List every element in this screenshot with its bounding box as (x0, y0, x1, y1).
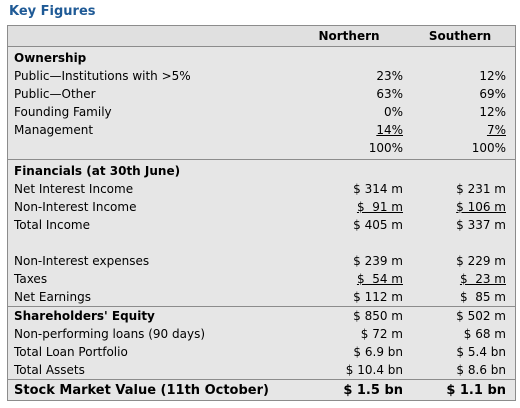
equity-heading: Shareholders' Equity (14, 309, 155, 323)
southern-value: $ 85 m (459, 290, 506, 304)
equity-heading-row: Shareholders' Equity $ 850 m $ 502 m (8, 307, 515, 325)
southern-value: 12% (479, 69, 506, 83)
northern-value: $ 850 m (353, 309, 403, 323)
table-row: Total Assets $ 10.4 bn $ 8.6 bn (8, 361, 515, 379)
header-southern: Southern (428, 29, 492, 43)
financials-section: Financials (at 30th June) Net Interest I… (8, 159, 515, 306)
northern-value: $ 91 m (356, 200, 403, 214)
ownership-total-row: 100% 100% (8, 139, 515, 157)
row-label: Net Earnings (14, 290, 91, 304)
row-label: Net Interest Income (14, 182, 134, 196)
row-label: Non-performing loans (90 days) (14, 327, 206, 341)
row-label: Management (14, 123, 94, 137)
financials-heading: Financials (at 30th June) (14, 164, 181, 178)
row-label: Founding Family (14, 105, 112, 119)
financials-heading-row: Financials (at 30th June) (8, 162, 515, 180)
southern-value: $ 5.4 bn (456, 345, 506, 359)
row-label: Stock Market Value (11th October) (14, 382, 269, 398)
table-row: Total Income $ 405 m $ 337 m (8, 216, 515, 234)
row-label: Non-Interest Income (14, 200, 137, 214)
northern-value: 100% (368, 141, 403, 155)
southern-value: $ 23 m (459, 272, 506, 286)
northern-value: $ 1.5 bn (343, 382, 403, 398)
northern-value: 14% (376, 123, 403, 137)
key-figures-table: Northern Southern Ownership Public—Insti… (7, 25, 516, 401)
table-row: Non-Interest Income $ 91 m $ 106 m (8, 198, 515, 216)
table-row: Founding Family 0% 12% (8, 103, 515, 121)
southern-value: $ 231 m (456, 182, 506, 196)
header-northern: Northern (318, 29, 380, 43)
southern-value: $ 337 m (456, 218, 506, 232)
table-row: Management 14% 7% (8, 121, 515, 139)
northern-value: 63% (376, 87, 403, 101)
table-row: Taxes $ 54 m $ 23 m (8, 270, 515, 288)
row-label: Non-Interest expenses (14, 254, 150, 268)
row-label: Public—Institutions with >5% (14, 69, 191, 83)
northern-value: $ 72 m (360, 327, 403, 341)
table-row: Public—Institutions with >5% 23% 12% (8, 67, 515, 85)
row-label: Total Assets (14, 363, 85, 377)
southern-value: $ 8.6 bn (456, 363, 506, 377)
ownership-heading-row: Ownership (8, 49, 515, 67)
southern-value: $ 106 m (456, 200, 506, 214)
table-row: Public—Other 63% 69% (8, 85, 515, 103)
table-row: Non-performing loans (90 days) $ 72 m $ … (8, 325, 515, 343)
table-row: Net Earnings $ 112 m $ 85 m (8, 288, 515, 306)
page-title: Key Figures (9, 4, 96, 19)
ownership-section: Ownership Public—Institutions with >5% 2… (8, 46, 515, 159)
northern-value: $ 314 m (353, 182, 403, 196)
southern-value: $ 68 m (463, 327, 506, 341)
northern-value: $ 405 m (353, 218, 403, 232)
table-row: Net Interest Income $ 314 m $ 231 m (8, 180, 515, 198)
row-label: Public—Other (14, 87, 96, 101)
row-label: Total Income (14, 218, 90, 232)
stock-market-value-row: Stock Market Value (11th October) $ 1.5 … (8, 379, 515, 400)
row-label: Total Loan Portfolio (14, 345, 128, 359)
northern-value: $ 10.4 bn (345, 363, 403, 377)
northern-value: $ 239 m (353, 254, 403, 268)
northern-value: $ 6.9 bn (353, 345, 403, 359)
northern-value: $ 54 m (356, 272, 403, 286)
southern-value: 100% (471, 141, 506, 155)
southern-value: $ 1.1 bn (446, 382, 506, 398)
table-row: Non-Interest expenses $ 239 m $ 229 m (8, 252, 515, 270)
southern-value: 69% (479, 87, 506, 101)
table-header-row: Northern Southern (8, 26, 515, 46)
northern-value: $ 112 m (353, 290, 403, 304)
equity-section: Shareholders' Equity $ 850 m $ 502 m Non… (8, 306, 515, 379)
northern-value: 23% (376, 69, 403, 83)
northern-value: 0% (383, 105, 403, 119)
ownership-heading: Ownership (14, 51, 87, 65)
southern-value: 12% (479, 105, 506, 119)
southern-value: 7% (486, 123, 506, 137)
southern-value: $ 229 m (456, 254, 506, 268)
southern-value: $ 502 m (456, 309, 506, 323)
table-row: Total Loan Portfolio $ 6.9 bn $ 5.4 bn (8, 343, 515, 361)
row-label: Taxes (14, 272, 48, 286)
